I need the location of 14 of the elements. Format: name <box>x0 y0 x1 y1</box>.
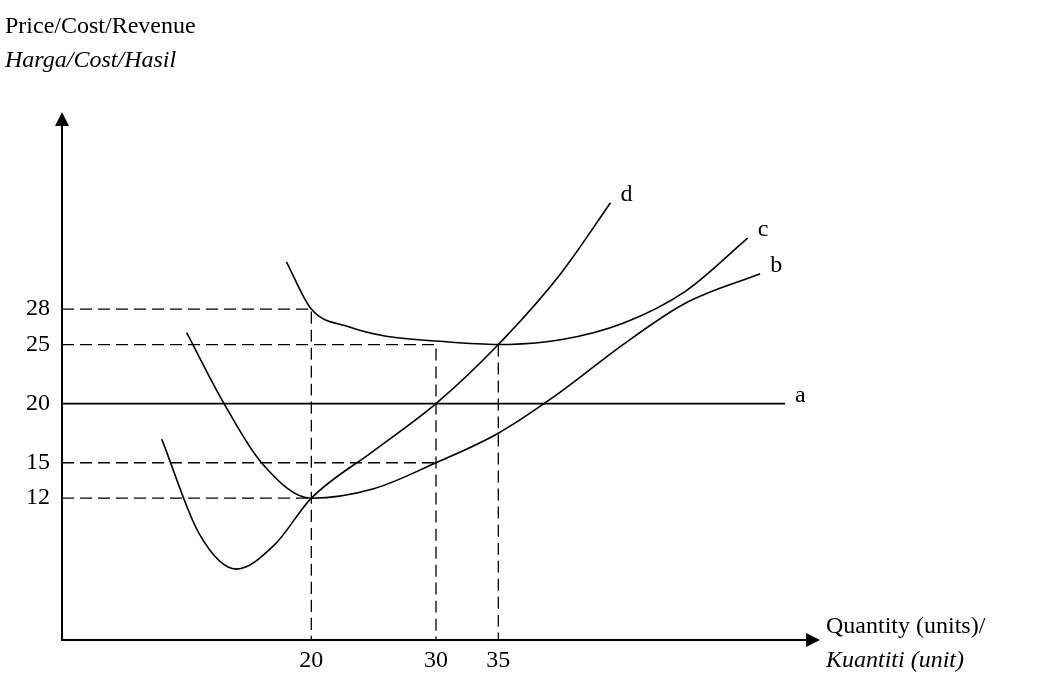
y-axis-title: Price/Cost/Revenue Harga/Cost/Hasil <box>5 12 196 72</box>
y-tick-label: 25 <box>26 329 50 356</box>
y-tick-label: 15 <box>26 448 50 475</box>
y-tick-label: 12 <box>26 483 50 510</box>
y-tick-label: 28 <box>26 294 50 321</box>
annotation: d <box>620 180 633 207</box>
annotation: b <box>770 250 783 277</box>
annotation: a <box>795 380 807 407</box>
x-tick-label: 20 <box>299 645 324 672</box>
x-tick-label: 30 <box>424 645 448 672</box>
y-tick-label: 20 <box>26 388 50 415</box>
annotation: c <box>757 215 769 242</box>
x-axis-title: Quantity (units)/ Kuantiti (unit) <box>826 612 986 672</box>
x-tick-label: 35 <box>486 645 511 672</box>
